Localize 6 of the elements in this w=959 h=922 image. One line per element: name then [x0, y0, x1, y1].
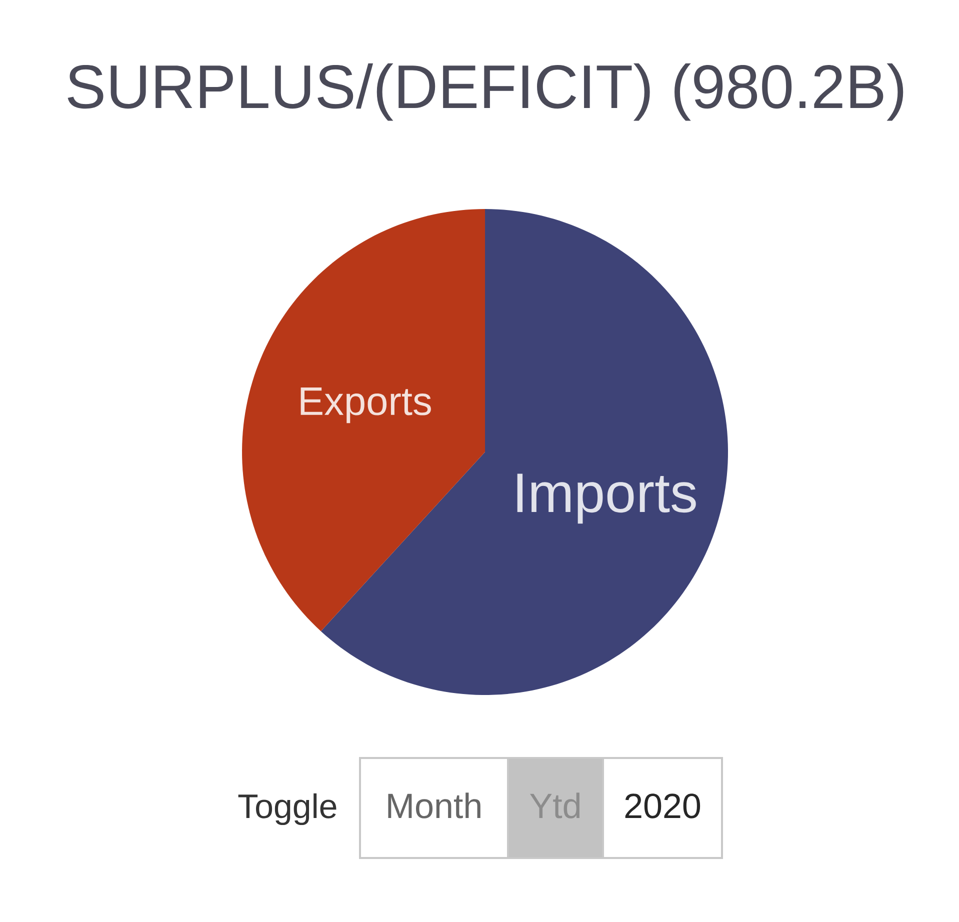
- slice-label: Exports: [300, 388, 431, 424]
- slice-label: Imports: [517, 474, 696, 524]
- text: Month: [388, 792, 480, 818]
- chart-title: SURPLUS/(DEFICIT) (980.2B): [68, 63, 904, 121]
- text: Toggle: [238, 793, 336, 826]
- text: 2020: [625, 794, 700, 818]
